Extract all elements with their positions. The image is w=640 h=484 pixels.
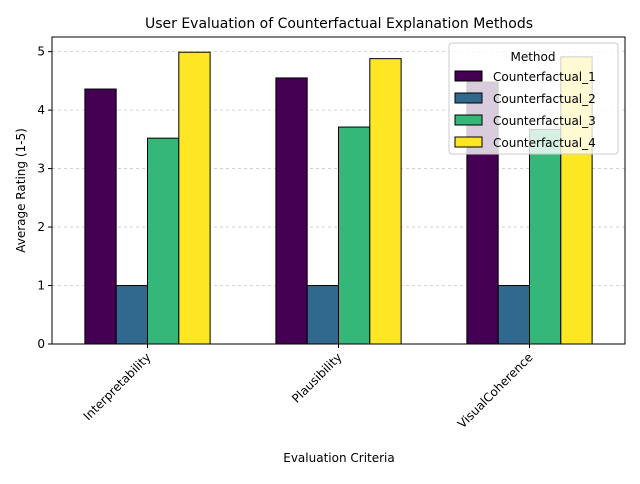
y-tick-label: 2 (37, 220, 45, 234)
bar-counterfactual-4-plausibility (369, 58, 402, 345)
legend-swatch (454, 92, 483, 104)
y-tick-label: 0 (37, 337, 45, 351)
legend-swatch (454, 136, 483, 148)
y-tick-label: 3 (37, 162, 45, 176)
chart-title: User Evaluation of Counterfactual Explan… (145, 16, 533, 32)
bar-counterfactual-3-visualcoherence (529, 128, 562, 345)
x-axis: Interpretability Plausibility VisualCohere… (81, 344, 536, 431)
y-axis: 0 1 2 3 4 5 (37, 45, 52, 351)
x-tick-label: Interpretability (81, 350, 154, 423)
y-tick-label: 5 (37, 45, 45, 59)
legend-swatch (454, 70, 483, 82)
x-tick-label: Plausibility (289, 350, 345, 406)
bar-counterfactual-2-plausibility (306, 285, 340, 345)
y-tick-label: 1 (37, 279, 45, 293)
x-tick-label: VisualCoherence (455, 350, 536, 431)
bar-counterfactual-1-plausibility (275, 77, 308, 345)
y-axis-label: Average Rating (1-5) (14, 128, 28, 253)
bar-counterfactual-3-plausibility (338, 126, 371, 345)
x-axis-label: Evaluation Criteria (283, 451, 395, 465)
bar-counterfactual-2-interpretability (115, 285, 148, 345)
bars (84, 51, 593, 345)
legend-title: Method (510, 50, 555, 64)
legend: Method Counterfactual_1 Counterfactual_2 C… (448, 42, 619, 155)
legend-box (448, 42, 619, 155)
legend-entry: Counterfactual_1 (493, 70, 596, 84)
bar-counterfactual-1-interpretability (84, 88, 117, 345)
legend-entry: Counterfactual_3 (493, 114, 596, 128)
bar-counterfactual-3-interpretability (147, 137, 180, 345)
bar-counterfactual-2-visualcoherence (497, 285, 531, 345)
y-tick-label: 4 (37, 103, 45, 117)
bar-counterfactual-4-interpretability (178, 51, 211, 345)
legend-swatch (454, 114, 483, 126)
legend-entry: Counterfactual_2 (493, 92, 596, 106)
legend-entry: Counterfactual_4 (493, 136, 596, 150)
